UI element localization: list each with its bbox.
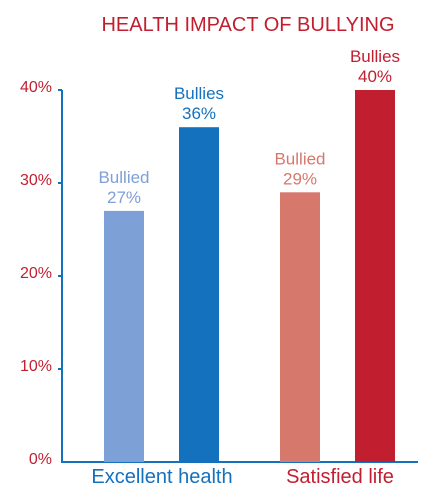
y-tick-label: 10% [20,358,52,375]
bars [104,90,395,463]
bar-value-label: 27% [107,188,141,207]
y-tick-label: 40% [20,79,52,96]
bar-value-label: 36% [182,104,216,123]
bar [104,210,144,462]
bar-value-label: 29% [283,169,317,188]
y-axis-ticks: 0% 10% 20% 30% 40% [20,79,62,468]
chart-title: HEALTH IMPACT OF BULLYING [101,14,394,36]
bar-group-label: Bullies [350,47,400,66]
bar [280,192,320,463]
y-tick-label: 30% [20,172,52,189]
bar-value-label: 40% [358,67,392,86]
bar-group-label: Bullies [174,84,224,103]
bar-group-label: Bullied [98,168,149,187]
y-tick-label: 20% [20,265,52,282]
category-labels: Excellent health Satisfied life [91,466,394,487]
category-label: Satisfied life [286,466,394,487]
bar-group-label: Bullied [274,149,325,168]
bar [355,90,395,462]
category-label: Excellent health [91,466,232,487]
y-tick-label: 0% [29,451,52,468]
bar [179,127,219,462]
